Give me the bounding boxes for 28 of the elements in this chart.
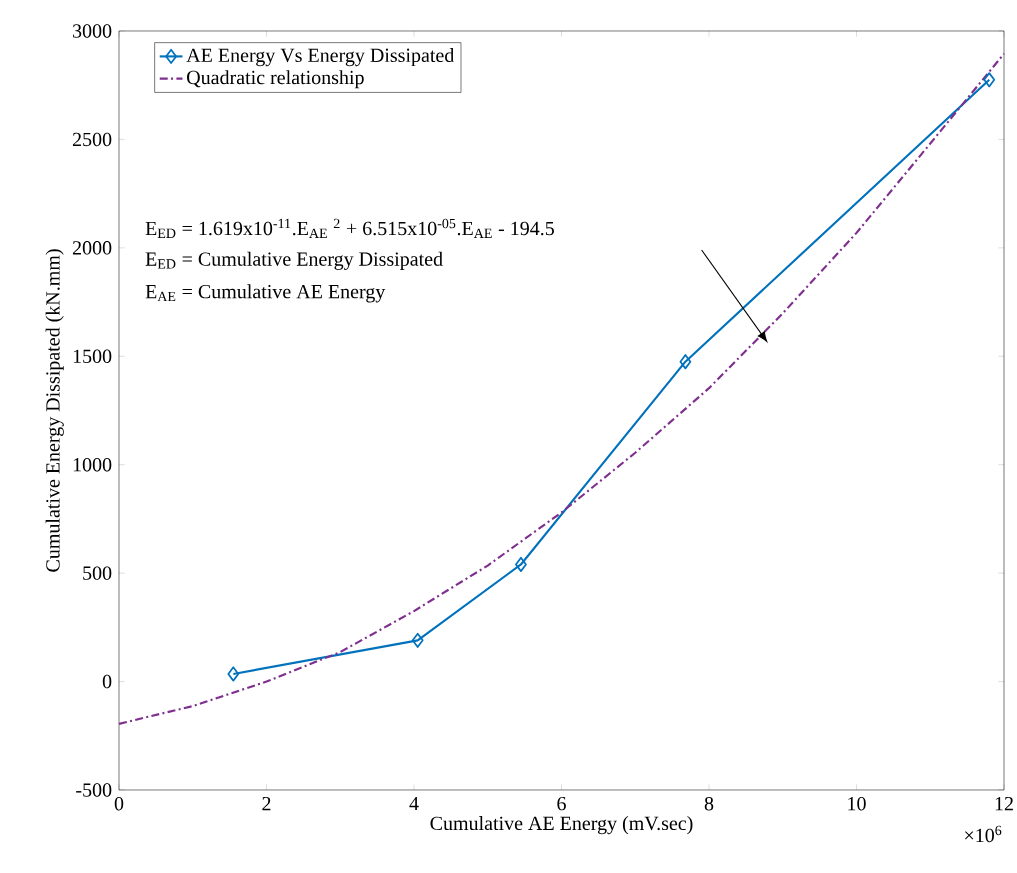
x-tick-label: 8 (704, 796, 714, 811)
point (411, 632, 424, 648)
text: E$_{ED}$ = 1.619x10$^{-11}$.E$_{AE}$ $^{2}$ + 6.515x10$^{-05}$.E$_{AE}$ - 194.5 (145, 218, 554, 238)
point (983, 72, 996, 88)
x-axis-title: Cumulative AE Energy (mV.sec) (430, 816, 693, 835)
text: ×10$^{6}$ (965, 825, 1002, 843)
legend-label: AE Energy Vs Energy Dissipated (186, 47, 455, 67)
y-tick-label: 1000 (73, 457, 112, 472)
x-tick-label: 12 (995, 796, 1013, 811)
y-tick-label: 500 (83, 566, 112, 580)
annotation: E$_{AE}$ = Cumulative AE Energy (145, 284, 386, 303)
point (515, 556, 527, 572)
x-tick-label: 10 (848, 796, 866, 811)
x-tick-label: 0 (114, 796, 124, 811)
annotation: E$_{ED}$ = Cumulative Energy Dissipated (145, 251, 443, 270)
point (227, 666, 240, 682)
x-tick-label: 4 (409, 796, 419, 811)
y-tick-label: -500 (76, 783, 112, 797)
legend-label: Quadratic relationship (187, 70, 364, 89)
y-tick-label: 2500 (72, 132, 112, 147)
y-tick-label: 3000 (73, 24, 112, 38)
y-tick-label: 1500 (73, 349, 112, 364)
y-axis-title: Cumulative Energy Dissipated (kN.mm) (45, 249, 64, 572)
x-tick-label: 6 (557, 796, 566, 811)
point (679, 354, 692, 370)
y-tick-label: 0 (102, 674, 112, 689)
y-tick-label: 2000 (72, 241, 112, 255)
x-tick-label: 2 (262, 796, 271, 811)
